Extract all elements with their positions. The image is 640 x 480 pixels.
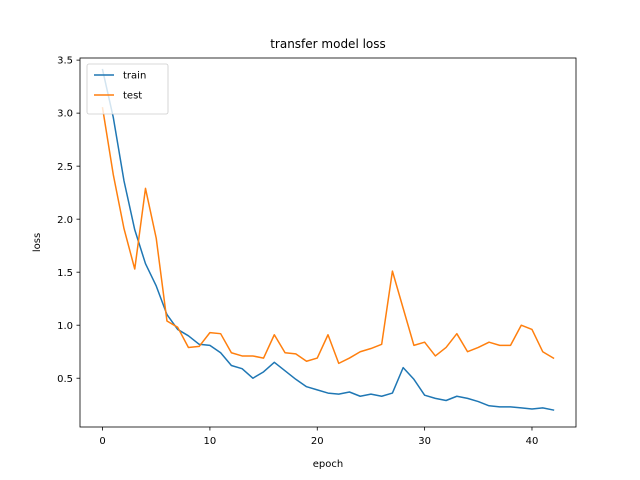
x-tick-label: 30 bbox=[418, 436, 431, 447]
y-tick-label: 0.5 bbox=[57, 374, 73, 385]
chart-title: transfer model loss bbox=[270, 37, 386, 51]
y-tick-label: 2.0 bbox=[57, 215, 73, 226]
x-axis-label: epoch bbox=[313, 459, 343, 470]
x-tick-label: 20 bbox=[311, 436, 324, 447]
legend-label-test: test bbox=[123, 91, 142, 102]
x-tick-label: 0 bbox=[99, 436, 105, 447]
y-tick-label: 1.0 bbox=[57, 321, 73, 332]
x-axis-ticks: 0 10 20 30 40 bbox=[99, 427, 538, 447]
series-layer bbox=[101, 68, 555, 411]
y-axis-ticks: 0.5 1.0 1.5 2.0 2.5 3.0 3.5 bbox=[57, 56, 80, 385]
x-tick-label: 10 bbox=[204, 436, 217, 447]
series-line-train bbox=[101, 68, 555, 411]
plot-frame bbox=[79, 57, 577, 428]
y-tick-label: 3.0 bbox=[57, 109, 73, 120]
legend-box bbox=[86, 63, 169, 115]
legend: train test bbox=[86, 63, 169, 115]
y-axis-label: loss bbox=[32, 233, 43, 252]
series-line-test bbox=[101, 106, 555, 365]
x-tick-label: 40 bbox=[526, 436, 539, 447]
y-tick-label: 2.5 bbox=[57, 162, 73, 173]
y-tick-label: 3.5 bbox=[57, 56, 73, 67]
y-tick-label: 1.5 bbox=[57, 268, 73, 279]
legend-label-train: train bbox=[123, 71, 146, 82]
